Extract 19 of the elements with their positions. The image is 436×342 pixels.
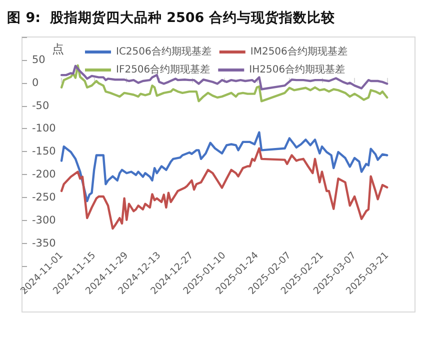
legend-label: IH2506合约期现基差 xyxy=(249,64,346,76)
y-tick-label: -100 xyxy=(32,122,56,135)
y-tick-label: 0 xyxy=(32,76,39,89)
y-tick-label: -200 xyxy=(32,168,56,180)
legend-label: IF2506合约期现基差 xyxy=(116,64,210,76)
line-series xyxy=(60,147,388,230)
y-axis-title: 点 xyxy=(52,42,64,56)
y-tick-label: -150 xyxy=(32,146,56,158)
y-tick-label: -250 xyxy=(32,191,56,204)
line-series xyxy=(60,64,388,102)
y-tick-label: 50 xyxy=(32,54,46,66)
line-series xyxy=(60,64,388,90)
y-tick-label: -300 xyxy=(32,214,56,226)
chart-title: 图 9: 股指期货四大品种 2506 合约与现货指数比较 xyxy=(7,10,336,26)
y-tick-label: -50 xyxy=(32,100,50,112)
legend-label: IC2506合约期现基差 xyxy=(116,46,212,58)
legend-label: IM2506合约期现基差 xyxy=(250,46,348,58)
y-tick-label: -350 xyxy=(32,237,56,250)
line-series xyxy=(60,131,388,202)
